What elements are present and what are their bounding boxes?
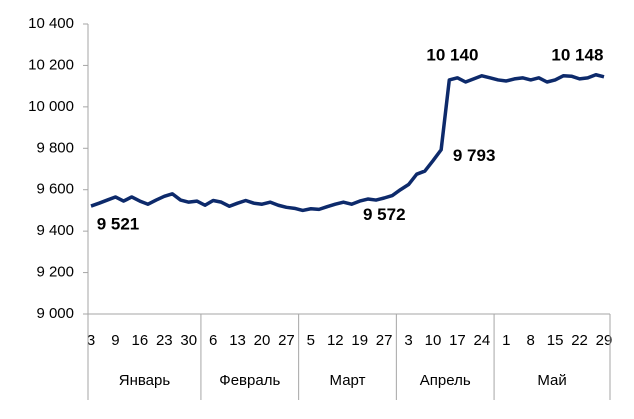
data-label: 9 572 — [363, 205, 406, 224]
line — [90, 73, 605, 213]
y-tick-label: 9 400 — [36, 222, 74, 239]
x-tick-label: 5 — [307, 332, 315, 349]
x-tick-label: 24 — [474, 332, 491, 349]
x-tick-label: 27 — [376, 332, 393, 349]
group-label: Апрель — [420, 372, 471, 389]
x-tick-label: 9 — [111, 332, 119, 349]
x-tick-label: 1 — [502, 332, 510, 349]
y-tick-label: 10 200 — [28, 56, 74, 73]
x-tick-label: 20 — [254, 332, 271, 349]
group-label: Март — [330, 372, 366, 389]
x-tick-label: 12 — [327, 332, 344, 349]
x-tick-label: 27 — [278, 332, 295, 349]
y-tick-label: 9 200 — [36, 264, 74, 281]
x-tick-label: 30 — [180, 332, 197, 349]
x-tick-label: 3 — [87, 332, 95, 349]
x-tick-label: 22 — [571, 332, 588, 349]
y-tick-label: 9 600 — [36, 181, 74, 198]
x-tick-label: 6 — [209, 332, 217, 349]
x-tick-label: 10 — [425, 332, 442, 349]
data-label: 9 793 — [453, 146, 496, 165]
data-label: 10 148 — [551, 46, 603, 65]
y-tick-label: 10 000 — [28, 98, 74, 115]
x-tick-label: 23 — [156, 332, 173, 349]
x-tick-label: 19 — [351, 332, 368, 349]
group-label: Май — [537, 372, 566, 389]
x-tick-label: 29 — [596, 332, 613, 349]
x-tick-label: 15 — [547, 332, 564, 349]
y-tick-label: 9 800 — [36, 139, 74, 156]
x-tick-label: 3 — [404, 332, 412, 349]
y-tick-label: 10 400 — [28, 15, 74, 32]
x-tick-label: 13 — [229, 332, 246, 349]
x-tick-label: 8 — [527, 332, 535, 349]
group-label: Февраль — [219, 372, 280, 389]
y-tick-label: 9 000 — [36, 305, 74, 322]
x-tick-label: 16 — [132, 332, 149, 349]
data-label: 10 140 — [426, 45, 478, 64]
group-label: Январь — [119, 372, 171, 389]
x-tick-label: 17 — [449, 332, 466, 349]
data-label: 9 521 — [97, 215, 140, 234]
